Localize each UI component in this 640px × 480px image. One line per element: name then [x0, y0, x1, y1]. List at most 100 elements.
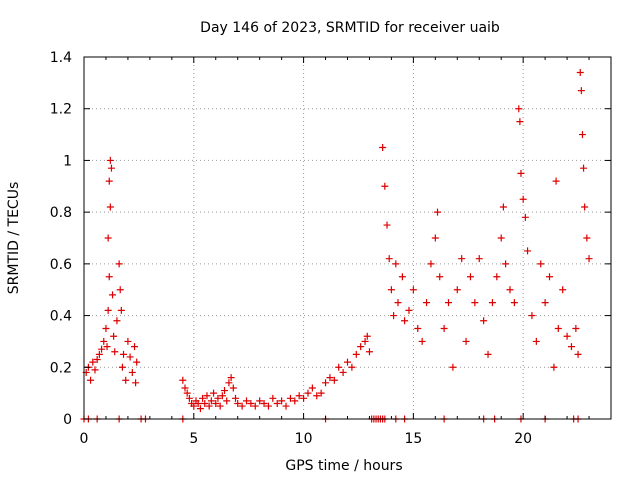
data-point: [110, 332, 118, 340]
data-point: [502, 260, 510, 268]
data-point: [480, 317, 488, 325]
data-point: [385, 255, 393, 263]
data-point: [210, 389, 218, 397]
data-point: [199, 394, 207, 402]
data-point: [269, 394, 277, 402]
data-point: [552, 177, 560, 185]
x-tick-label: 15: [404, 431, 422, 447]
data-point: [256, 397, 264, 405]
data-point: [409, 286, 417, 294]
data-point: [585, 255, 593, 263]
data-point: [131, 343, 139, 351]
data-point: [218, 392, 226, 400]
data-point: [132, 379, 140, 387]
data-point: [133, 358, 141, 366]
data-point: [117, 306, 125, 314]
data-point: [113, 317, 121, 325]
y-tick-label: 1.2: [50, 102, 72, 118]
data-point: [434, 208, 442, 216]
chart-title: Day 146 of 2023, SRMTID for receiver uai…: [200, 20, 500, 36]
data-point: [581, 203, 589, 211]
data-point: [436, 273, 444, 281]
data-point: [401, 317, 409, 325]
data-point: [291, 397, 299, 405]
data-point: [203, 392, 211, 400]
data-point: [234, 399, 242, 407]
data-point: [394, 299, 402, 307]
data-point: [304, 389, 312, 397]
data-point: [122, 376, 130, 384]
data-point: [335, 363, 343, 371]
data-point: [179, 376, 187, 384]
data-point: [449, 363, 457, 371]
data-point: [227, 374, 235, 382]
y-axis-label: SRMTID / TECUs: [6, 182, 22, 295]
x-axis-label: GPS time / hours: [285, 458, 402, 474]
data-point: [225, 379, 233, 387]
data-point: [554, 325, 562, 332]
data-point: [120, 350, 128, 358]
data-point: [357, 343, 365, 351]
data-point: [348, 363, 356, 371]
data-point: [537, 260, 545, 268]
data-point: [185, 394, 193, 402]
data-point: [550, 363, 558, 371]
data-point: [524, 247, 532, 255]
x-tick-label: 5: [189, 431, 198, 447]
data-point: [286, 394, 294, 402]
data-point: [466, 273, 474, 281]
data-point: [510, 299, 518, 307]
data-points: [80, 69, 593, 423]
data-point: [576, 69, 584, 77]
data-point: [383, 221, 391, 229]
data-point: [344, 358, 351, 366]
data-point: [105, 177, 113, 185]
data-point: [559, 286, 567, 294]
data-point: [313, 392, 321, 400]
data-point: [453, 286, 461, 294]
data-point: [418, 337, 426, 345]
data-point: [484, 350, 492, 358]
data-point: [574, 350, 582, 358]
y-tick-label: 0.6: [50, 257, 72, 273]
data-point: [242, 397, 250, 405]
data-point: [89, 358, 97, 366]
data-point: [414, 325, 422, 332]
data-point: [405, 306, 413, 314]
data-point: [247, 399, 255, 407]
data-point: [205, 402, 213, 410]
data-point: [381, 182, 389, 190]
data-point: [398, 273, 406, 281]
data-point: [326, 374, 334, 382]
data-point: [115, 260, 123, 268]
data-point: [260, 399, 268, 407]
data-point: [91, 366, 99, 374]
data-point: [93, 356, 101, 364]
data-point: [532, 337, 540, 345]
data-point: [278, 397, 286, 405]
x-axis-ticks: 0 5 10 15 20: [80, 57, 590, 447]
data-point: [519, 195, 527, 203]
data-point: [100, 337, 108, 345]
data-point: [273, 399, 281, 407]
data-point: [546, 273, 554, 281]
data-point: [103, 343, 111, 351]
y-tick-label: 0.4: [50, 309, 72, 325]
data-point: [497, 234, 505, 242]
data-point: [201, 399, 209, 407]
data-point: [339, 368, 347, 376]
data-point: [431, 234, 439, 242]
data-point: [238, 402, 246, 410]
data-point: [423, 299, 431, 307]
data-point: [105, 273, 113, 281]
data-point: [445, 299, 453, 307]
data-point: [521, 213, 529, 221]
data-point: [541, 299, 549, 307]
data-point: [229, 384, 237, 392]
x-tick-label: 0: [80, 431, 89, 447]
data-point: [251, 402, 259, 410]
data-point: [207, 397, 215, 405]
y-tick-label: 1.4: [50, 50, 72, 66]
data-point: [390, 312, 398, 320]
data-point: [106, 203, 114, 211]
